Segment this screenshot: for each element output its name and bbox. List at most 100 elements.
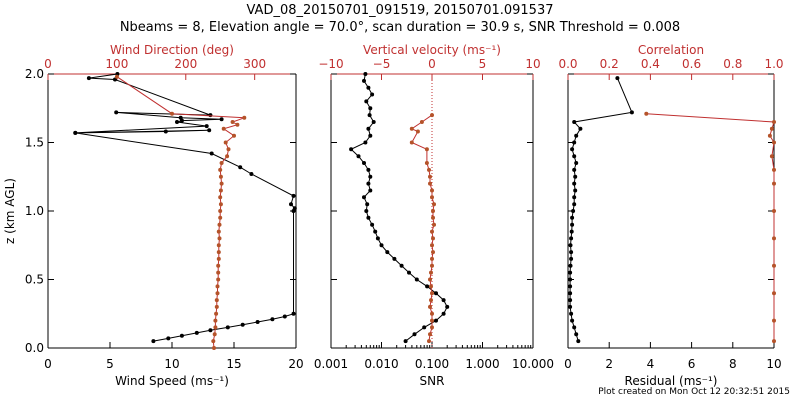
series-line (75, 73, 296, 342)
data-point (772, 209, 776, 213)
x-tick-label-top: 0.8 (723, 57, 742, 71)
data-point (574, 161, 579, 165)
data-point (431, 250, 435, 255)
y-axis-label: z (km AGL) (3, 178, 17, 244)
data-point (576, 339, 581, 344)
data-point (429, 270, 433, 275)
data-point (242, 115, 247, 120)
data-point (615, 76, 620, 81)
data-point (208, 328, 213, 333)
data-point (151, 339, 156, 344)
data-point (772, 120, 776, 124)
data-point (368, 174, 373, 179)
data-point (430, 229, 434, 234)
data-point (392, 256, 397, 261)
data-point (213, 318, 218, 323)
data-point (364, 99, 369, 104)
data-point (769, 126, 774, 131)
data-point (414, 277, 419, 282)
data-point (213, 325, 218, 330)
data-point (209, 151, 214, 156)
data-point (578, 126, 583, 131)
x-tick-label-top: 0 (428, 57, 436, 71)
data-point (569, 250, 574, 255)
data-point (214, 304, 219, 309)
data-point (371, 120, 376, 124)
data-point (434, 318, 438, 323)
data-point (216, 277, 221, 282)
data-point (73, 130, 78, 135)
data-point (368, 188, 373, 193)
data-point (218, 195, 223, 200)
data-point (223, 140, 228, 145)
x-tick-label-top: 0.6 (682, 57, 701, 71)
data-point (569, 256, 574, 261)
series-line (350, 73, 448, 342)
data-point (428, 174, 432, 179)
data-point (218, 188, 223, 193)
data-point (208, 113, 213, 118)
data-point (570, 318, 575, 323)
x-tick-label-top: 5 (479, 57, 487, 71)
data-point (644, 111, 649, 116)
data-point (349, 147, 354, 152)
data-point (431, 209, 435, 213)
data-point (114, 110, 119, 115)
data-point (225, 325, 230, 330)
data-point (204, 124, 209, 129)
x-tick-label-bottom: 0.100 (415, 357, 449, 371)
series-line (569, 77, 633, 342)
data-point (772, 318, 776, 323)
x-tick-label-bottom: 0 (564, 357, 572, 371)
data-point (572, 167, 577, 172)
x-axis-label-top: Correlation (638, 43, 704, 57)
y-tick-label: 0.0 (25, 341, 44, 355)
data-point (570, 147, 575, 152)
data-point (572, 181, 577, 186)
data-point (291, 311, 296, 316)
data-point (114, 74, 119, 79)
data-point (366, 167, 371, 172)
x-tick-label-top: 300 (243, 57, 266, 71)
data-point (362, 195, 366, 200)
data-point (429, 298, 433, 303)
data-point (407, 270, 411, 275)
data-point (216, 250, 221, 255)
data-point (429, 284, 433, 289)
data-point (574, 332, 579, 337)
data-point (166, 336, 171, 341)
data-point (373, 229, 378, 234)
data-point (772, 140, 776, 145)
data-point (430, 256, 434, 261)
data-point (179, 333, 184, 338)
chart-subtitle: Nbeams = 8, Elevation angle = 70.0°, sca… (119, 20, 681, 35)
data-point (235, 122, 240, 127)
data-point (219, 117, 224, 122)
data-point (419, 120, 424, 124)
data-point (366, 181, 371, 186)
series-line (646, 113, 775, 342)
data-point (571, 209, 576, 213)
data-point (772, 263, 776, 268)
data-point (270, 317, 275, 322)
data-point (379, 243, 384, 248)
data-point (219, 161, 224, 165)
data-point (568, 263, 573, 268)
x-tick-label-bottom: 1.000 (465, 357, 499, 371)
data-point (767, 133, 772, 138)
data-point (367, 113, 372, 118)
data-point (430, 325, 434, 330)
x-tick-label-bottom: 10 (766, 357, 781, 371)
data-point (218, 209, 223, 213)
data-point (216, 256, 221, 261)
data-point (568, 243, 573, 248)
data-point (178, 115, 183, 120)
y-tick-label: 1.5 (25, 136, 44, 150)
data-point (214, 311, 219, 316)
data-point (432, 202, 436, 207)
data-point (572, 195, 577, 200)
data-point (363, 140, 368, 145)
data-point (569, 229, 574, 234)
x-tick-label-bottom: 20 (288, 357, 303, 371)
data-point (573, 188, 578, 193)
